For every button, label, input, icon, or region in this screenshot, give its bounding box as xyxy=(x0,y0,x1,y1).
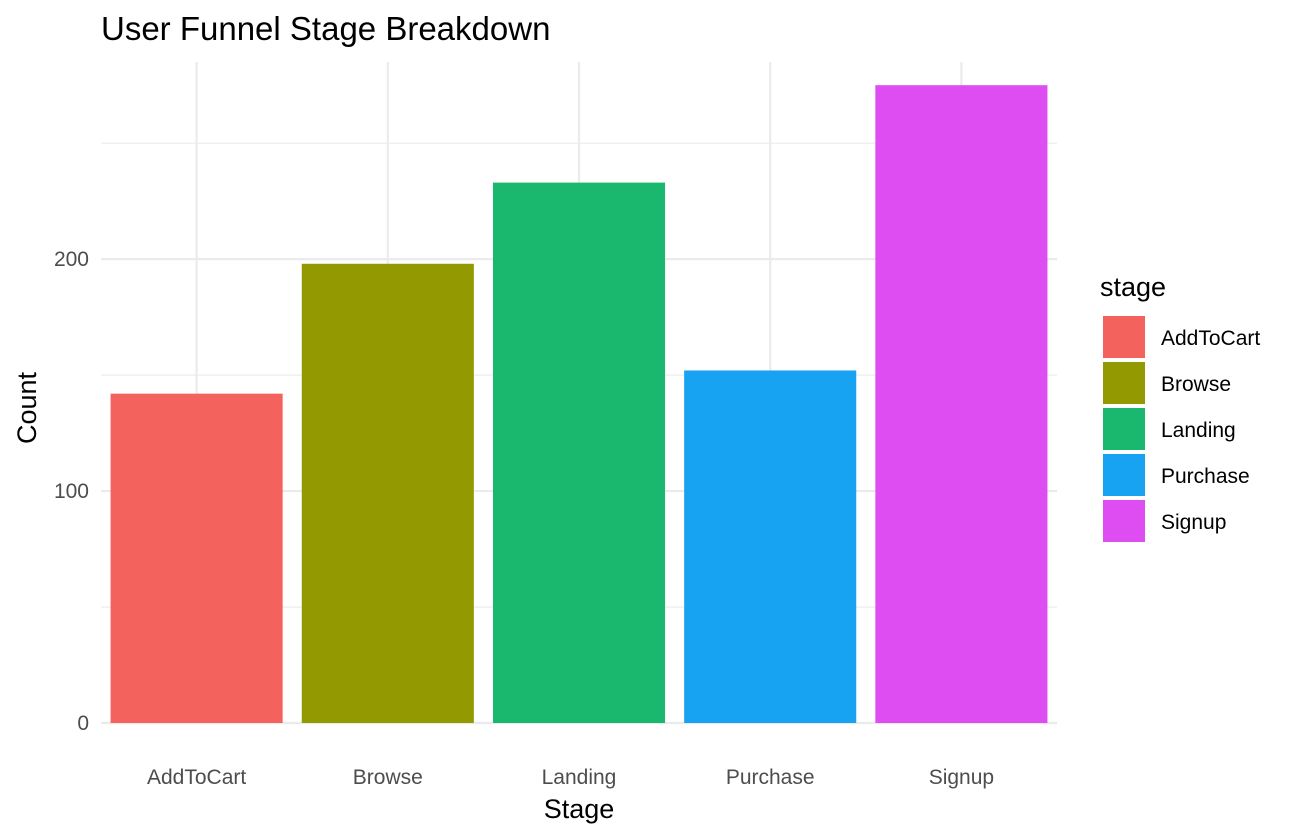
x-axis-tick-labels: AddToCart Browse Landing Purchase Signup xyxy=(147,766,994,789)
legend-item: AddToCart xyxy=(1103,316,1260,358)
y-tick-label: 0 xyxy=(77,712,89,735)
legend-item: Purchase xyxy=(1103,454,1250,496)
y-tick-label: 100 xyxy=(54,480,89,503)
legend-item: Browse xyxy=(1103,362,1231,404)
chart-title: User Funnel Stage Breakdown xyxy=(101,10,550,47)
x-axis-title: Stage xyxy=(544,794,615,824)
bar-signup xyxy=(875,85,1048,723)
x-tick-label: Purchase xyxy=(726,766,815,789)
legend-item: Signup xyxy=(1103,500,1226,542)
y-tick-label: 200 xyxy=(54,248,89,271)
legend-items: AddToCart Browse Landing Purchase Signup xyxy=(1103,316,1260,542)
x-tick-label: AddToCart xyxy=(147,766,246,789)
legend-title: stage xyxy=(1100,272,1166,302)
y-axis-title: Count xyxy=(12,371,42,444)
bar-addtocart xyxy=(110,393,283,723)
legend-label: Purchase xyxy=(1161,465,1250,488)
legend-swatch xyxy=(1103,408,1145,450)
y-axis-tick-labels: 0 100 200 xyxy=(54,248,89,735)
legend-label: Landing xyxy=(1161,419,1236,442)
bar-landing xyxy=(492,182,666,723)
legend-swatch xyxy=(1103,500,1145,542)
legend-item: Landing xyxy=(1103,408,1236,450)
x-tick-label: Browse xyxy=(353,766,423,789)
bar-browse xyxy=(301,263,474,723)
legend-swatch xyxy=(1103,454,1145,496)
bars xyxy=(110,85,1048,723)
plot-panel xyxy=(101,62,1057,725)
x-tick-label: Landing xyxy=(542,766,617,789)
legend-swatch xyxy=(1103,362,1145,404)
x-tick-label: Signup xyxy=(929,766,994,789)
legend-label: AddToCart xyxy=(1161,327,1260,350)
legend-label: Signup xyxy=(1161,511,1226,534)
legend-swatch xyxy=(1103,316,1145,358)
legend: stage AddToCart Browse Landing Purchase Sign… xyxy=(1100,272,1260,542)
legend-label: Browse xyxy=(1161,373,1231,396)
bar-purchase xyxy=(684,370,857,723)
